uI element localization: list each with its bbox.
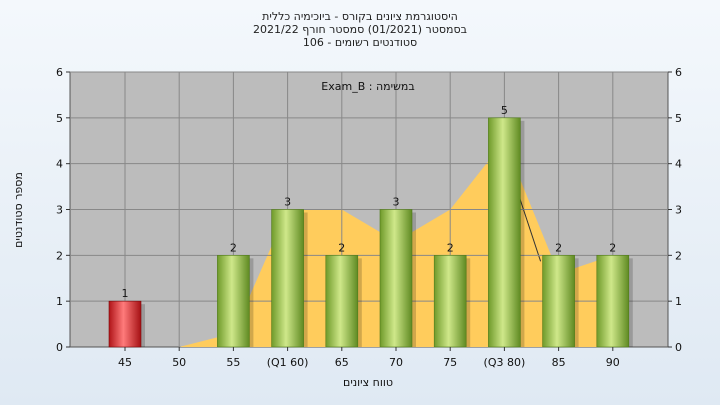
- bar-2: [217, 255, 250, 348]
- chart-annotation: במשימה : Exam_B: [321, 80, 414, 93]
- data-label-3: 3: [284, 196, 291, 209]
- bar-7: [488, 117, 521, 348]
- chart-title-line-1: היסטוגרמת ציונים בקורס - ביוכימיה כללית: [262, 10, 458, 23]
- data-label-7: 5: [501, 104, 508, 117]
- x-tick-label-1: 50: [172, 356, 186, 369]
- bar-9: [596, 255, 630, 348]
- y-tick-label-left-0: 0: [56, 341, 63, 354]
- y-tick-label-right-4: 4: [675, 158, 682, 171]
- chart-title-line-3: סטודנטים רשומים - 106: [302, 36, 418, 49]
- data-label-8: 2: [555, 241, 562, 254]
- x-tick-label-2: 55: [226, 356, 240, 369]
- y-tick-label-left-4: 4: [56, 158, 63, 171]
- data-label-6: 2: [447, 241, 454, 254]
- y-tick-label-left-3: 3: [56, 204, 63, 217]
- data-label-0: 1: [122, 287, 129, 300]
- x-tick-label-0: 45: [118, 356, 132, 369]
- x-axis-label: טווח ציונים: [343, 376, 393, 389]
- y-tick-label-right-3: 3: [675, 204, 682, 217]
- y-tick-label-left-1: 1: [56, 295, 63, 308]
- x-tick-label-5: 70: [389, 356, 403, 369]
- bar-8: [542, 255, 575, 348]
- y-tick-label-right-1: 1: [675, 295, 682, 308]
- bar-3: [271, 209, 304, 348]
- x-tick-label-6: 75: [443, 356, 457, 369]
- data-label-5: 3: [393, 196, 400, 209]
- bar-6: [433, 255, 467, 348]
- bar-5: [379, 209, 413, 348]
- y-tick-label-right-6: 6: [675, 66, 682, 79]
- y-tick-label-right-5: 5: [675, 112, 682, 125]
- x-tick-label-3: (Q1 60): [267, 356, 309, 369]
- data-label-4: 2: [338, 241, 345, 254]
- x-tick-label-9: 90: [606, 356, 620, 369]
- x-tick-label-4: 65: [335, 356, 349, 369]
- y-tick-label-left-6: 6: [56, 66, 63, 79]
- y-tick-label-right-0: 0: [675, 341, 682, 354]
- bar-0: [108, 300, 142, 348]
- x-tick-label-8: 85: [552, 356, 566, 369]
- y-tick-label-left-2: 2: [56, 249, 63, 262]
- chart-title-line-2: בסמסטר (01/2021) סמסטר חורף 2021/22: [253, 23, 467, 36]
- data-label-9: 2: [609, 241, 616, 254]
- y-tick-label-left-5: 5: [56, 112, 63, 125]
- y-axis-label: מספר סטודנטים: [12, 172, 25, 248]
- y-tick-label-right-2: 2: [675, 249, 682, 262]
- bar-4: [325, 255, 359, 348]
- x-tick-label-7: (Q3 80): [484, 356, 526, 369]
- data-label-2: 2: [230, 241, 237, 254]
